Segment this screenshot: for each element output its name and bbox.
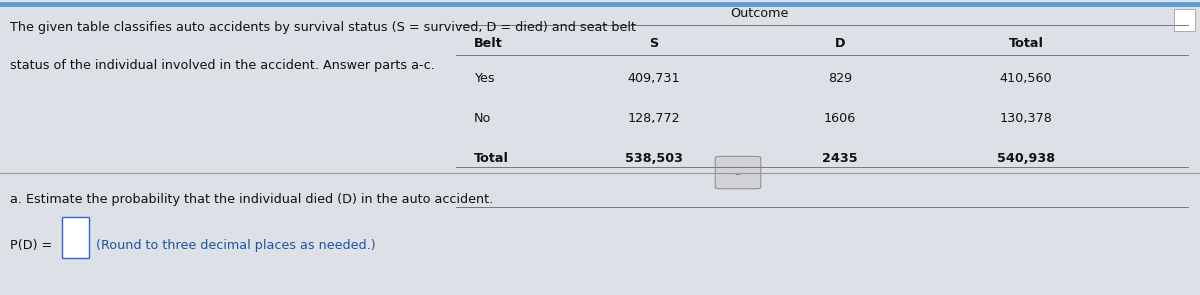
- Text: Belt: Belt: [474, 37, 503, 50]
- Text: ...: ...: [734, 168, 742, 177]
- FancyBboxPatch shape: [62, 217, 89, 258]
- Text: The given table classifies auto accidents by survival status (S = survived, D = : The given table classifies auto accident…: [10, 21, 636, 34]
- Text: Outcome: Outcome: [730, 7, 788, 20]
- Text: Yes: Yes: [474, 72, 494, 85]
- Text: (Round to three decimal places as needed.): (Round to three decimal places as needed…: [96, 239, 376, 252]
- Text: 409,731: 409,731: [628, 72, 680, 85]
- Text: status of the individual involved in the accident. Answer parts a-c.: status of the individual involved in the…: [10, 59, 434, 72]
- Text: 130,378: 130,378: [1000, 112, 1052, 125]
- Text: D: D: [835, 37, 845, 50]
- Text: 829: 829: [828, 72, 852, 85]
- FancyBboxPatch shape: [1174, 9, 1195, 31]
- Text: 128,772: 128,772: [628, 112, 680, 125]
- Text: 410,560: 410,560: [1000, 72, 1052, 85]
- Text: a. Estimate the probability that the individual died (D) in the auto accident.: a. Estimate the probability that the ind…: [10, 193, 493, 206]
- Text: 538,503: 538,503: [625, 152, 683, 165]
- Text: S: S: [649, 37, 659, 50]
- Text: Total: Total: [1008, 37, 1044, 50]
- Text: 540,938: 540,938: [997, 152, 1055, 165]
- Text: P(D) =: P(D) =: [10, 239, 52, 252]
- Text: 2435: 2435: [822, 152, 858, 165]
- Text: 1606: 1606: [824, 112, 856, 125]
- FancyBboxPatch shape: [715, 156, 761, 189]
- Text: No: No: [474, 112, 491, 125]
- Text: Total: Total: [474, 152, 509, 165]
